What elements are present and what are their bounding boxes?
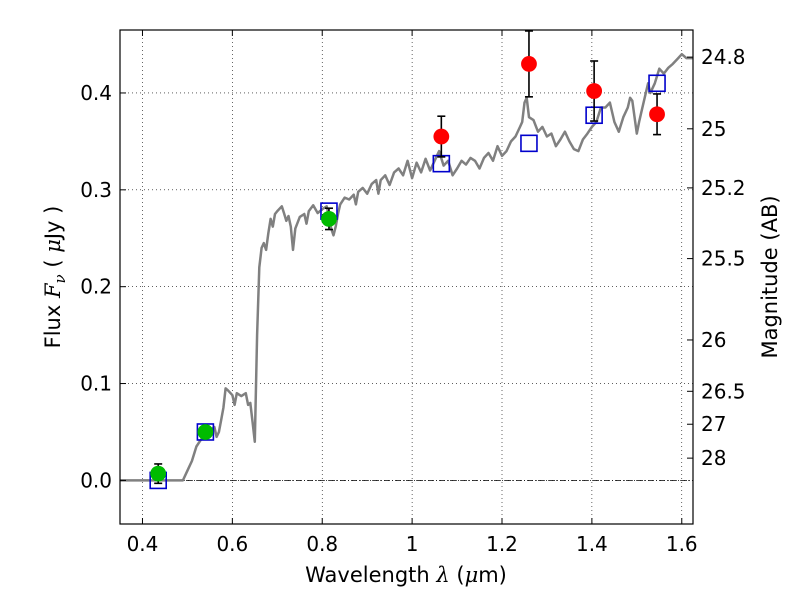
y-axis-label: Flux Fν ( μJy ) (41, 206, 69, 349)
right-tick-label: 27 (701, 412, 726, 436)
right-tick-label: 24.8 (701, 45, 746, 69)
spectrum-line (120, 52, 693, 482)
right-tick-label: 26 (701, 328, 726, 352)
y-tick-label: 0.0 (80, 468, 112, 492)
right-tick-label: 25.5 (701, 247, 746, 271)
x-tick-label: 1 (406, 532, 419, 556)
axis-ticks: 0.4 0.6 0.8 1 1.2 1.4 1.6 0.0 0.1 0.2 0.3 0.4 24.8 25… (80, 30, 746, 556)
right-tick-label: 25.2 (701, 176, 746, 200)
y-tick-label: 0.1 (80, 372, 112, 396)
x-tick-label: 0.6 (216, 532, 248, 556)
observed-flux-point (433, 128, 450, 145)
x-tick-label: 1.6 (666, 532, 698, 556)
observed-flux-point (321, 210, 337, 227)
y-tick-label: 0.4 (80, 81, 112, 105)
plot-frame (119, 29, 694, 525)
right-tick-label: 25 (701, 117, 726, 141)
model-photometry-square (196, 423, 215, 441)
spectrum-series (120, 52, 693, 482)
x-tick-label: 1.2 (486, 532, 518, 556)
observed-flux-point (586, 83, 603, 99)
x-tick-label: 0.4 (127, 532, 159, 556)
model-photometry-square (648, 74, 666, 93)
observed-flux-point (150, 465, 167, 482)
photometry-markers (149, 30, 666, 490)
x-tick-label: 1.4 (576, 532, 608, 556)
x-axis-label: Wavelength λ (μm) (305, 563, 507, 587)
y-tick-label: 0.2 (80, 275, 112, 299)
right-tick-label: 28 (701, 446, 726, 470)
observed-flux-point (649, 106, 665, 123)
x-tick-label: 0.8 (306, 532, 338, 556)
y-tick-label: 0.3 (80, 178, 112, 202)
model-photometry-square (520, 134, 538, 153)
observed-flux-point (197, 424, 214, 440)
observed-flux-point (521, 56, 537, 72)
right-tick-label: 26.5 (701, 379, 746, 403)
right-axis-label: Magnitude (AB) (758, 195, 782, 358)
